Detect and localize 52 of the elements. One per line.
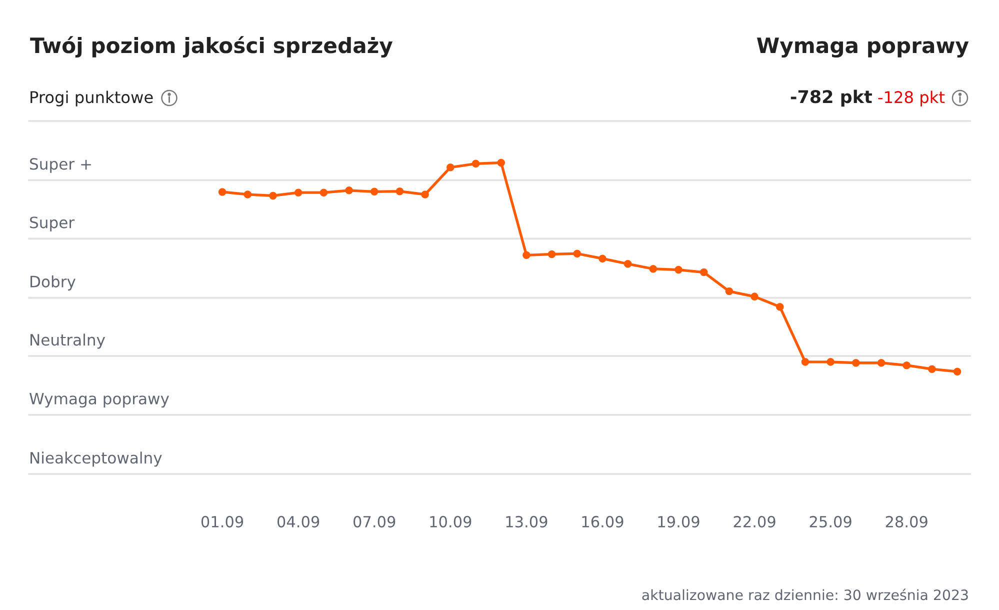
x-tick-label: 10.09 [430, 516, 472, 528]
x-tick-label: 19.09 [658, 516, 700, 528]
point [269, 192, 277, 200]
point [953, 368, 962, 376]
text: -782 pkt [790, 90, 872, 107]
chart-subtitle: Progi punktowe [30, 90, 153, 106]
point [700, 268, 708, 276]
point [396, 187, 404, 196]
x-tick-label: 04.09 [277, 516, 320, 528]
text: -128 pkt [878, 90, 945, 106]
point [826, 358, 834, 366]
point [548, 250, 556, 258]
ref-line-label: Super + [30, 158, 91, 173]
point [674, 266, 682, 274]
x-tick-label: 25.09 [810, 516, 852, 528]
point [472, 160, 480, 168]
point [320, 188, 328, 196]
point [902, 361, 910, 370]
point [573, 250, 582, 258]
point [218, 188, 226, 196]
ref-line-label: Wymaga poprawy [30, 392, 170, 408]
text: aktualizowane raz dziennie: 30 września 2023 [642, 588, 968, 600]
point [928, 365, 936, 373]
point [345, 186, 353, 194]
point [750, 292, 758, 300]
point [801, 358, 810, 366]
point [852, 358, 860, 367]
x-tick-label: 16.09 [582, 516, 624, 528]
x-tick-label: 22.09 [734, 516, 776, 528]
ref-line-label: Neutralny [30, 334, 106, 349]
point [776, 302, 784, 311]
text: Wymaga poprawy [756, 38, 969, 58]
x-tick-label: 13.09 [506, 516, 548, 528]
point [294, 188, 302, 196]
x-tick-label: 28.09 [886, 516, 928, 528]
point [497, 158, 505, 167]
ref-line-label: Nieakceptowalny [30, 452, 162, 467]
point [649, 264, 658, 273]
point [624, 260, 632, 268]
point [244, 190, 252, 198]
x-tick-label: 07.09 [354, 516, 396, 528]
chart-title: Twój poziom jakości sprzedaży [30, 36, 393, 58]
ref-line-label: Super [30, 216, 75, 232]
point [725, 287, 734, 296]
point [877, 358, 886, 367]
point [598, 254, 606, 262]
point [421, 190, 429, 198]
point [522, 251, 530, 260]
point [446, 163, 454, 172]
ref-line-label: Dobry [30, 275, 76, 290]
point [370, 188, 378, 196]
x-tick-label: 01.09 [201, 516, 244, 528]
